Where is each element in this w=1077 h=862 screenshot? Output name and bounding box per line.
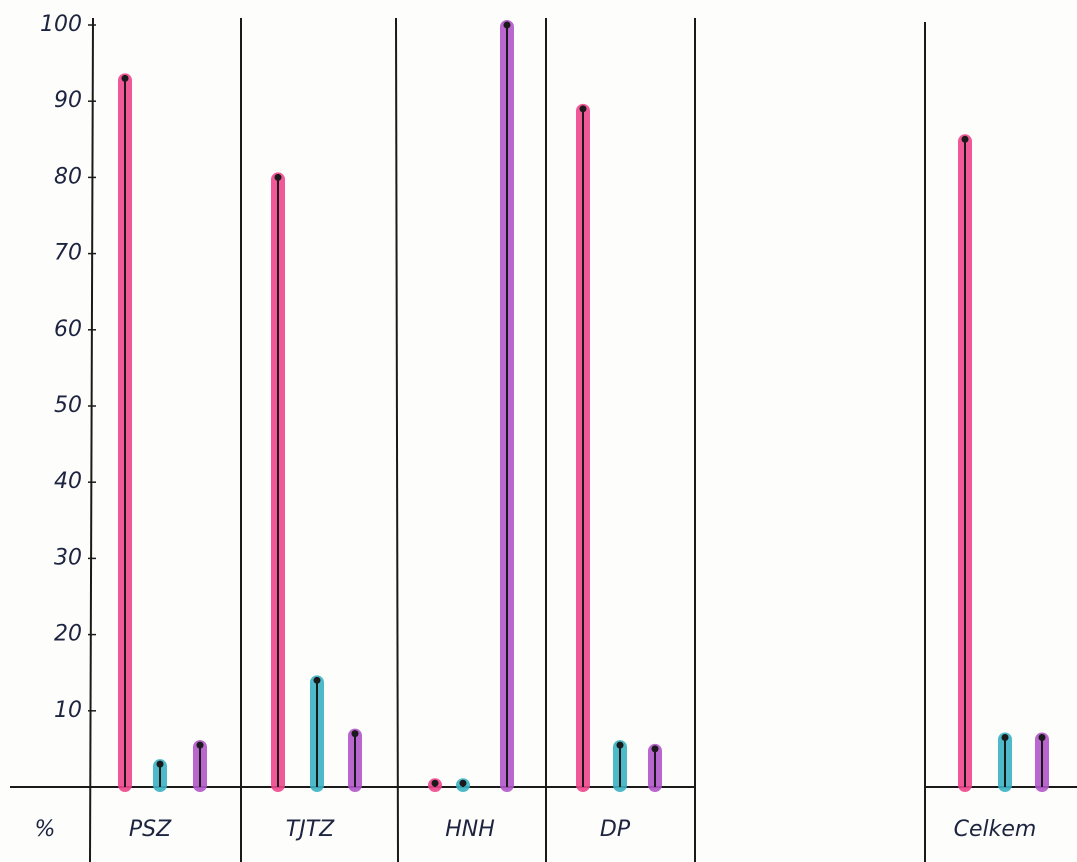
bar-top <box>313 676 321 684</box>
bar-top <box>1038 733 1046 741</box>
y-tick-label: 10 <box>54 698 82 723</box>
bar-top <box>961 135 969 143</box>
x-tick-label: HNH <box>445 817 495 842</box>
bar-top <box>196 741 204 749</box>
y-tick-label: 50 <box>54 393 82 418</box>
y-tick-label: 100 <box>40 12 82 37</box>
y-tick-label: 70 <box>54 241 82 266</box>
bar-top <box>1001 733 1009 741</box>
x-tick-label: Celkem <box>954 817 1037 842</box>
x-tick-label: TJTZ <box>286 817 335 842</box>
bar-top <box>274 173 282 181</box>
y-axis <box>89 17 94 862</box>
bar-top <box>616 741 624 749</box>
bar-top <box>121 74 129 82</box>
x-tick-label: DP <box>600 817 631 842</box>
y-tick-label: 60 <box>54 317 82 342</box>
y-axis-label: % <box>35 817 56 842</box>
divider <box>395 17 399 862</box>
bar-top <box>459 779 467 787</box>
bar-top <box>351 730 359 738</box>
y-tick-label: 40 <box>54 469 82 494</box>
bar-top <box>503 21 511 29</box>
bar-top <box>431 779 439 787</box>
x-tick-label: PSZ <box>129 817 172 842</box>
bar-top <box>579 105 587 113</box>
y-tick-label: 20 <box>54 622 82 647</box>
y-tick-label: 30 <box>54 545 82 570</box>
bar-top <box>651 745 659 753</box>
bar-top <box>156 760 164 768</box>
y-tick-label: 90 <box>54 88 82 113</box>
y-tick-label: 80 <box>54 164 82 189</box>
